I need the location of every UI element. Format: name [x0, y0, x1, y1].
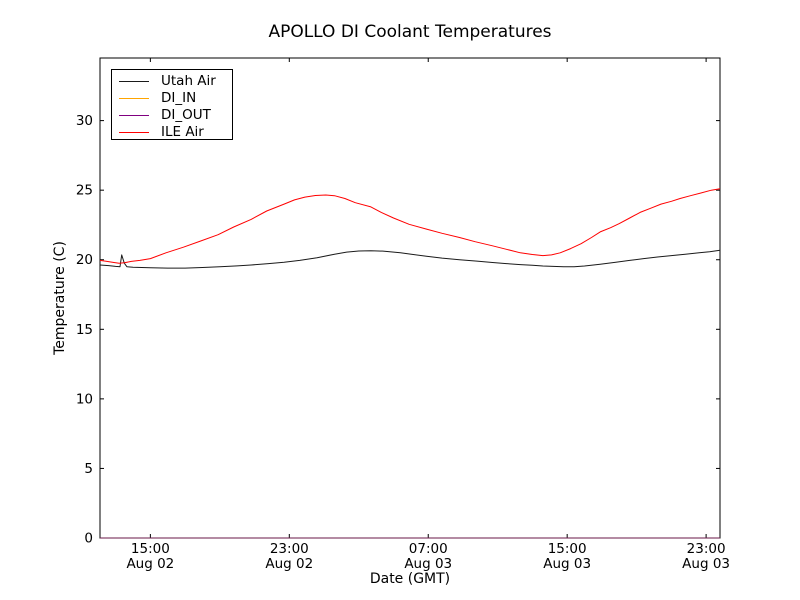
- y-tick-label: 0: [84, 531, 93, 547]
- legend-row-ile-air: ILE Air: [112, 124, 232, 141]
- x-tick-label-time: 07:00: [409, 541, 448, 557]
- y-tick-label: 10: [76, 391, 93, 407]
- y-axis-label: Temperature (C): [52, 241, 68, 355]
- legend-row-utah-air: Utah Air: [112, 73, 232, 90]
- x-tick-label-date: Aug 02: [126, 556, 174, 572]
- y-tick-label: 25: [76, 183, 93, 199]
- y-tick-label: 5: [84, 461, 93, 477]
- x-axis-label: Date (GMT): [369, 571, 451, 587]
- y-tick-label: 20: [76, 252, 93, 268]
- x-tick-label-time: 15:00: [131, 541, 170, 557]
- legend-label: Utah Air: [161, 73, 216, 89]
- legend-line-swatch: [119, 132, 149, 133]
- legend-label: DI_OUT: [161, 107, 211, 123]
- y-tick-label: 15: [76, 322, 93, 338]
- legend-line-swatch: [119, 81, 149, 82]
- legend-line-swatch: [119, 98, 149, 99]
- legend-box: Utah Air DI_IN DI_OUT ILE Air: [111, 69, 233, 140]
- legend-label: ILE Air: [161, 124, 204, 140]
- series-line-ile-air: [99, 188, 721, 264]
- legend-row-di-out: DI_OUT: [112, 107, 232, 124]
- x-tick-label-date: Aug 03: [682, 556, 730, 572]
- x-tick-label-time: 23:00: [687, 541, 726, 557]
- x-tick-label-date: Aug 02: [265, 556, 313, 572]
- legend-label: DI_IN: [161, 90, 197, 106]
- y-tick-label: 30: [76, 113, 93, 129]
- x-tick-label-time: 23:00: [270, 541, 309, 557]
- x-tick-label-date: Aug 03: [543, 556, 591, 572]
- x-tick-label-date: Aug 03: [404, 556, 452, 572]
- legend-line-swatch: [119, 115, 149, 116]
- chart-title: APOLLO DI Coolant Temperatures: [268, 22, 552, 42]
- series-line-utah-air: [99, 249, 721, 269]
- legend-row-di-in: DI_IN: [112, 90, 232, 107]
- x-tick-label-time: 15:00: [548, 541, 587, 557]
